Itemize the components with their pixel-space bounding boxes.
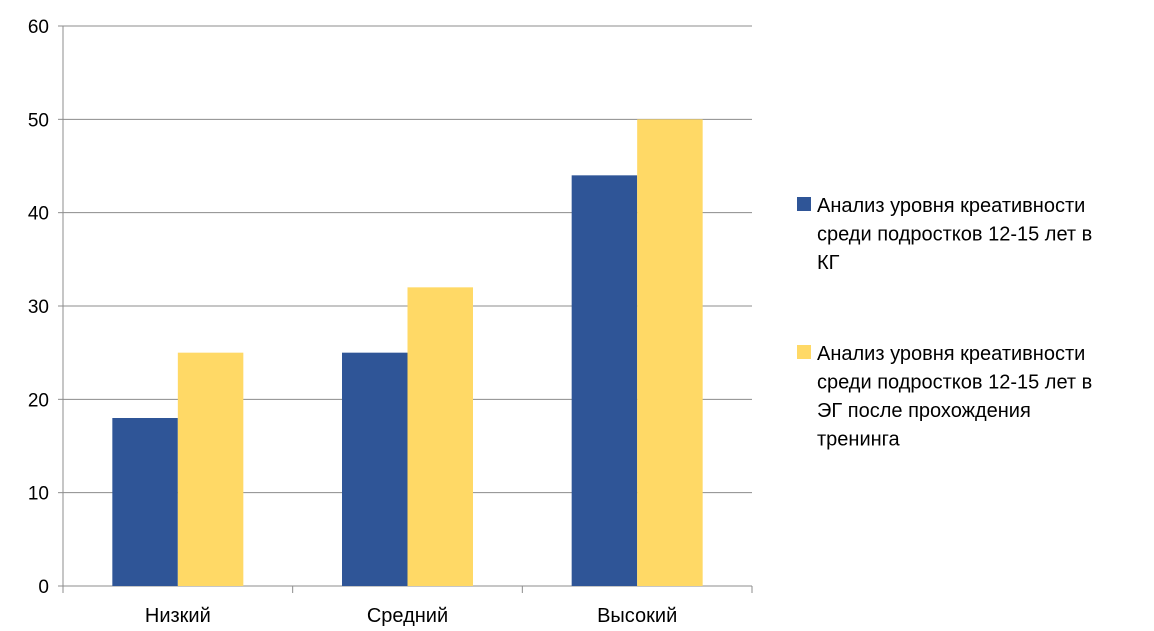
bars <box>112 119 703 587</box>
legend-label-line: тренинга <box>817 429 901 451</box>
y-tick-label: 60 <box>28 17 49 38</box>
y-tick-label: 50 <box>28 110 49 131</box>
legend-item-1: Анализ уровня креативности среди подростк… <box>797 195 1092 274</box>
y-tick-label: 0 <box>38 577 49 598</box>
legend-label-line: среди подростков 12-15 лет в <box>817 224 1092 246</box>
x-axis-ticks: Низкий Средний Высокий <box>145 605 677 627</box>
y-axis-ticks: 0 10 20 30 40 50 60 <box>28 17 49 598</box>
legend: Анализ уровня креативности среди подростк… <box>797 195 1092 451</box>
bar-series-2-Высокий <box>637 119 703 586</box>
y-tick-label: 20 <box>28 390 49 411</box>
y-tick-label: 30 <box>28 297 49 318</box>
bar-series-2-Низкий <box>177 352 244 586</box>
legend-label-line: КГ <box>817 252 840 274</box>
legend-label-line: Анализ уровня креативности <box>817 195 1085 217</box>
legend-label-line: Анализ уровня креативности <box>817 343 1085 365</box>
legend-item-2: Анализ уровня креативности среди подростк… <box>797 343 1092 451</box>
legend-label-line: ЭГ после прохождения <box>817 400 1031 422</box>
y-tick-label: 40 <box>28 204 49 225</box>
bar-series-1-Высокий <box>571 175 638 587</box>
x-tick-label: Высокий <box>597 605 677 627</box>
y-tick-label: 10 <box>28 484 49 505</box>
legend-swatch <box>797 197 811 211</box>
x-tick-label: Низкий <box>145 605 211 627</box>
bar-series-1-Низкий <box>112 418 178 586</box>
x-tick-label: Средний <box>367 605 448 627</box>
legend-label-line: среди подростков 12-15 лет в <box>817 372 1092 394</box>
legend-swatch <box>797 345 811 359</box>
bar-series-2-Средний <box>407 287 473 586</box>
bar-series-1-Средний <box>342 352 408 586</box>
